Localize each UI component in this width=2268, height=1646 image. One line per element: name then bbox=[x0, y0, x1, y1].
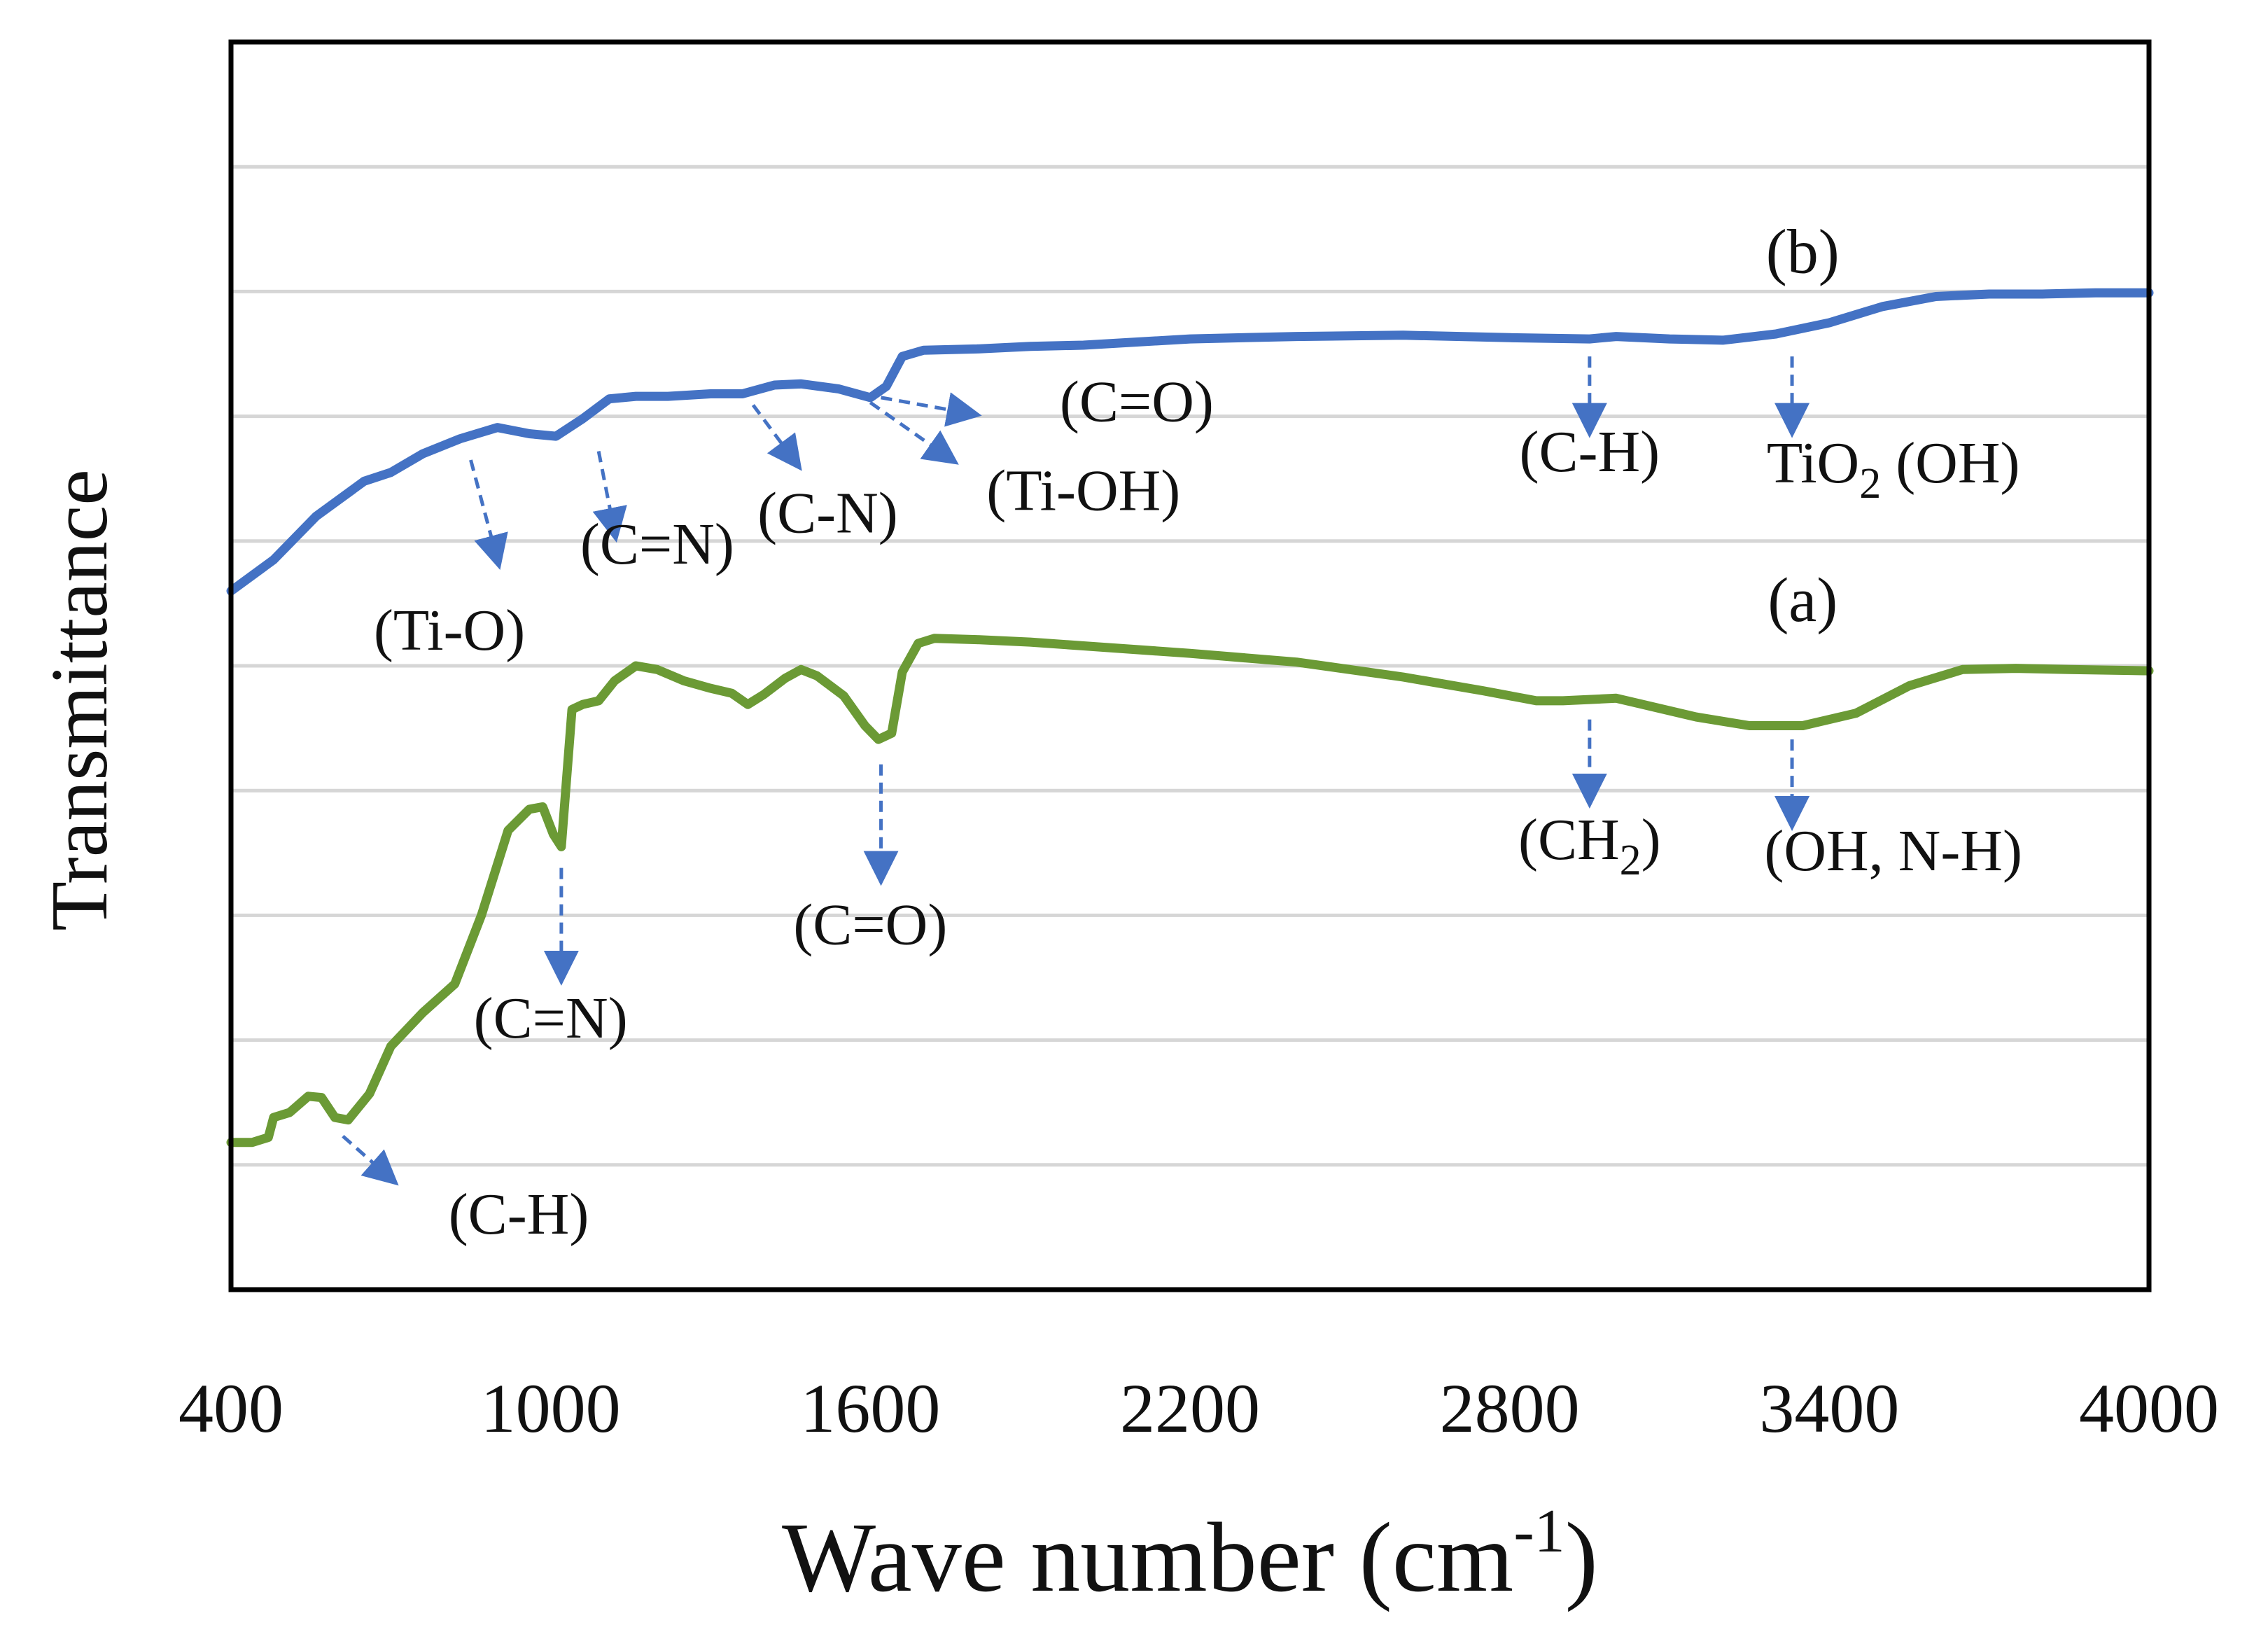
x-tick-label: 1600 bbox=[800, 1369, 940, 1447]
annotation-text-subscript: 2 bbox=[1620, 837, 1642, 884]
series-group bbox=[226, 288, 2154, 1148]
curve-label: (b) bbox=[1766, 218, 1840, 287]
annotation-label: (C=N) bbox=[474, 986, 628, 1051]
annotation-arrow bbox=[469, 459, 508, 571]
annotation-arrow bbox=[869, 400, 959, 465]
annotation-labels: (b) (a) (Ti-O) (C=N) (C-N) (Ti-OH) (C=O) (C-H) T… bbox=[374, 218, 2022, 1247]
annotation-label: (C-N) bbox=[757, 480, 898, 545]
y-axis-label: Transmittance bbox=[35, 469, 125, 930]
annotation-arrow bbox=[592, 451, 627, 543]
x-axis-label-superscript: -1 bbox=[1513, 1498, 1564, 1565]
annotation-label: (C=N) bbox=[580, 512, 734, 577]
annotation-label: (C-H) bbox=[449, 1182, 589, 1247]
annotation-text-tail: (OH) bbox=[1881, 431, 2019, 496]
x-tick-labels: 400 1000 1600 2200 2800 3400 4000 bbox=[178, 1369, 2219, 1447]
x-tick-label: 2800 bbox=[1440, 1369, 1580, 1447]
x-tick-label: 2200 bbox=[1120, 1369, 1260, 1447]
plot-frame bbox=[228, 39, 2152, 1292]
annotation-label: (Ti-OH) bbox=[986, 458, 1180, 523]
x-axis-label-main: Wave number (cm bbox=[782, 1502, 1513, 1612]
x-tick-label: 1000 bbox=[481, 1369, 621, 1447]
x-tick-label: 4000 bbox=[2079, 1369, 2219, 1447]
x-tick-label: 3400 bbox=[1759, 1369, 1899, 1447]
annotation-arrow bbox=[881, 392, 982, 427]
annotation-text-subscript: 2 bbox=[1859, 460, 1881, 508]
annotation-text-tail: ) bbox=[1642, 807, 1661, 872]
annotation-label: (C-H) bbox=[1520, 419, 1660, 484]
x-tick-label: 400 bbox=[178, 1369, 284, 1447]
curve-label: (a) bbox=[1768, 566, 1837, 635]
x-axis-label-close: ) bbox=[1565, 1502, 1598, 1612]
annotation-label: TiO2 (OH) bbox=[1767, 431, 2020, 508]
gridlines bbox=[231, 165, 2149, 1167]
series-line bbox=[226, 288, 2154, 596]
annotation-arrow bbox=[751, 404, 802, 471]
x-axis-label: Wave number (cm-1) bbox=[782, 1498, 1598, 1612]
annotation-text-main: (CH bbox=[1518, 807, 1620, 872]
annotation-label: (C=O) bbox=[793, 892, 947, 957]
annotation-text-main: TiO bbox=[1767, 431, 1859, 496]
annotation-label: (OH, N-H) bbox=[1764, 818, 2022, 884]
annotation-label: (CH2) bbox=[1518, 807, 1661, 884]
annotation-label: (C=O) bbox=[1060, 370, 1214, 435]
annotation-arrows bbox=[342, 356, 1810, 1186]
annotation-arrow bbox=[342, 1134, 399, 1186]
series-line bbox=[226, 634, 2154, 1148]
annotation-label: (Ti-O) bbox=[374, 598, 525, 663]
